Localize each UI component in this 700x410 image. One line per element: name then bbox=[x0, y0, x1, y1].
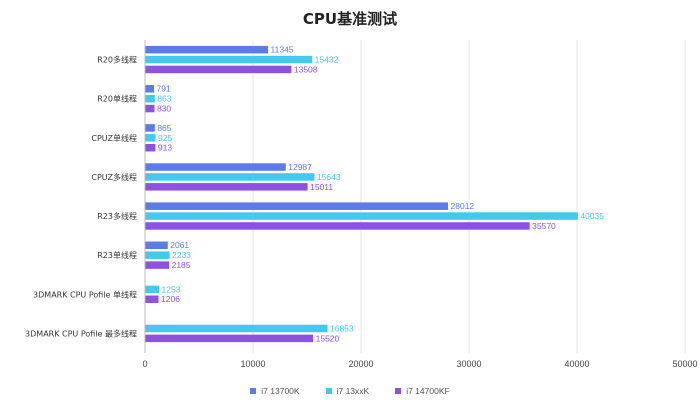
category-label: R23多线程 bbox=[97, 211, 137, 221]
legend-swatch bbox=[325, 388, 332, 394]
legend-label: i7 14700KF bbox=[406, 386, 450, 396]
bar bbox=[145, 285, 160, 294]
legend-item: i7 13xxK bbox=[325, 386, 370, 396]
bar bbox=[145, 55, 313, 64]
data-label: 15432 bbox=[315, 55, 339, 65]
data-label: 40035 bbox=[580, 211, 604, 221]
data-label: 1253 bbox=[162, 284, 181, 294]
bar bbox=[145, 85, 155, 93]
data-label: 15643 bbox=[317, 172, 341, 182]
data-label: 16853 bbox=[330, 323, 354, 333]
bar bbox=[145, 143, 156, 152]
data-label: 13508 bbox=[294, 64, 318, 74]
bar bbox=[145, 222, 530, 230]
data-label: 2061 bbox=[170, 240, 189, 250]
bar bbox=[145, 163, 286, 171]
data-label: 15011 bbox=[310, 182, 333, 192]
data-label: 791 bbox=[157, 84, 171, 94]
x-tick-label: 30000 bbox=[456, 359, 481, 369]
x-tick-label: 20000 bbox=[348, 359, 373, 369]
bar bbox=[145, 334, 314, 343]
category-label: 3DMARK CPU Pofile 最多线程 bbox=[25, 328, 137, 338]
category-label: CPUZ多线程 bbox=[91, 172, 137, 182]
bar bbox=[145, 183, 308, 191]
bar bbox=[145, 295, 159, 304]
bar bbox=[145, 94, 155, 103]
data-label: 865 bbox=[157, 123, 171, 133]
bar bbox=[145, 45, 269, 54]
data-label: 830 bbox=[157, 104, 171, 114]
bar bbox=[145, 241, 168, 250]
x-tick-label: 40000 bbox=[564, 359, 589, 369]
bar bbox=[145, 124, 155, 132]
data-label: 35570 bbox=[532, 221, 556, 231]
bar bbox=[145, 324, 328, 333]
legend-label: i7 13xxK bbox=[336, 386, 370, 396]
data-label: 2233 bbox=[172, 250, 191, 260]
bar bbox=[145, 212, 578, 220]
data-label: 15520 bbox=[316, 333, 340, 343]
data-label: 863 bbox=[157, 94, 171, 104]
legend-swatch bbox=[395, 388, 402, 394]
x-tick-label: 50000 bbox=[672, 359, 697, 369]
legend-item: i7 13700K bbox=[250, 386, 300, 396]
bar bbox=[145, 65, 292, 74]
data-label: 11345 bbox=[271, 45, 294, 55]
category-label: R20多线程 bbox=[97, 55, 137, 65]
category-label: 3DMARK CPU Pofile 单线程 bbox=[33, 289, 137, 299]
data-label: 925 bbox=[158, 133, 172, 143]
data-label: 1206 bbox=[161, 294, 180, 304]
bar bbox=[145, 202, 449, 210]
legend-item: i7 14700KF bbox=[395, 386, 450, 396]
x-tick-label: 0 bbox=[142, 359, 147, 369]
x-tick-label: 10000 bbox=[240, 359, 265, 369]
legend-label: i7 13700K bbox=[261, 386, 300, 396]
category-label: R20单线程 bbox=[97, 94, 137, 104]
bar bbox=[145, 173, 315, 181]
legend-swatch bbox=[250, 388, 257, 394]
category-label: CPUZ单线程 bbox=[91, 133, 137, 143]
bar bbox=[145, 251, 170, 259]
chart-title: CPU基准测试 bbox=[302, 10, 398, 28]
legend: i7 13700K i7 13xxK i7 14700KF bbox=[0, 386, 700, 396]
bar bbox=[145, 261, 170, 269]
bar bbox=[145, 104, 155, 113]
data-label: 28012 bbox=[451, 201, 475, 211]
data-label: 2185 bbox=[172, 260, 191, 270]
data-label: 12987 bbox=[288, 162, 312, 172]
category-label: R23单线程 bbox=[97, 250, 137, 260]
data-label: 913 bbox=[158, 143, 172, 153]
bar bbox=[145, 134, 156, 142]
